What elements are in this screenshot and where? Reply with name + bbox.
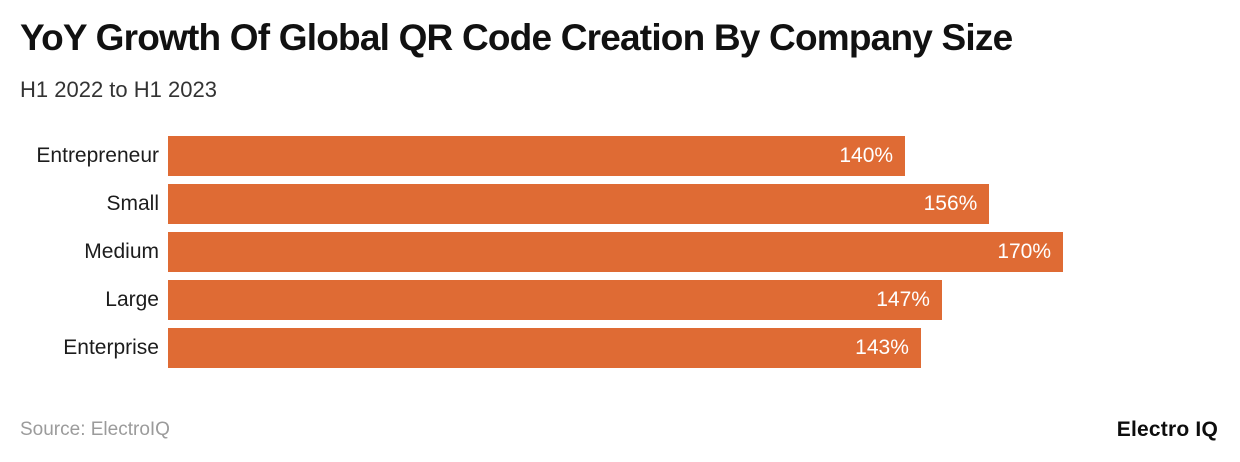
bar-track: 143% <box>168 327 1221 368</box>
bar: 143% <box>168 327 921 368</box>
bar-chart: Entrepreneur 140% Small 156% Medium 170% Large… <box>0 132 1240 372</box>
chart-header: YoY Growth Of Global QR Code Creation By… <box>0 0 1240 103</box>
bar: 147% <box>168 279 942 320</box>
bar: 156% <box>168 183 990 224</box>
chart-row: Entrepreneur 140% <box>20 132 1221 180</box>
bar-value-label: 140% <box>839 143 894 167</box>
chart-row: Medium 170% <box>20 228 1221 276</box>
bar-track: 170% <box>168 231 1221 272</box>
category-label: Enterprise <box>63 335 159 359</box>
chart-row: Enterprise 143% <box>20 324 1221 372</box>
bar-track: 156% <box>168 183 1221 224</box>
bar-track: 147% <box>168 279 1221 320</box>
category-label: Large <box>105 287 159 311</box>
bar-track: 140% <box>168 135 1221 176</box>
category-label: Entrepreneur <box>36 143 159 167</box>
category-label: Small <box>106 191 159 215</box>
category-label: Medium <box>84 239 159 263</box>
electro-iq-logo: Electro IQ <box>1116 418 1218 441</box>
chart-row: Small 156% <box>20 180 1221 228</box>
chart-footer: Source: ElectroIQ Electro IQ <box>0 410 1240 462</box>
bar-value-label: 170% <box>997 239 1052 263</box>
bar-value-label: 156% <box>923 191 978 215</box>
chart-title: YoY Growth Of Global QR Code Creation By… <box>20 17 1013 58</box>
source-note: Source: ElectroIQ <box>20 419 170 440</box>
chart-row: Large 147% <box>20 276 1221 324</box>
bar-value-label: 143% <box>855 335 909 359</box>
chart-subtitle: H1 2022 to H1 2023 <box>20 76 217 102</box>
bar-value-label: 147% <box>876 287 930 311</box>
bar: 140% <box>168 135 906 176</box>
bar: 170% <box>168 231 1064 272</box>
